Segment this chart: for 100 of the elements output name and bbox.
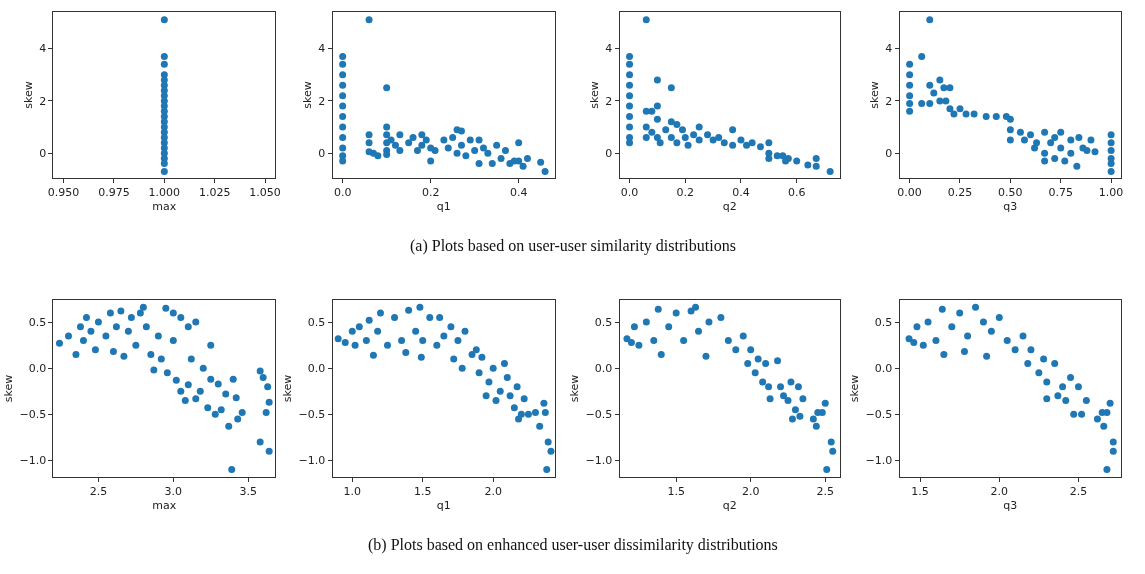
point xyxy=(818,408,826,416)
point xyxy=(1057,128,1065,136)
point xyxy=(181,396,189,404)
y-tick-label: 0.0 xyxy=(594,362,613,376)
x-tick-label: 0.0 xyxy=(333,186,352,200)
point xyxy=(681,133,689,141)
point xyxy=(1040,355,1048,363)
x-tick-label: 0.25 xyxy=(947,186,973,200)
point xyxy=(695,136,703,144)
point xyxy=(794,383,802,391)
y-tick-label: 2 xyxy=(39,94,47,108)
x-tick-label: 1.000 xyxy=(148,186,181,200)
point xyxy=(766,395,774,403)
y-tick-label: 4 xyxy=(605,42,613,56)
y-axis-title: skew xyxy=(2,374,16,403)
point xyxy=(626,123,634,131)
point xyxy=(653,115,661,123)
point xyxy=(1041,157,1049,165)
x-tick-label: 0.2 xyxy=(676,186,694,200)
point xyxy=(774,357,782,365)
point xyxy=(177,314,185,322)
point xyxy=(799,395,807,403)
point xyxy=(926,16,934,24)
point xyxy=(513,383,521,391)
point xyxy=(673,139,681,147)
point xyxy=(547,447,555,455)
x-tick-label: 1.050 xyxy=(249,186,281,200)
point xyxy=(972,303,980,311)
point xyxy=(482,392,490,400)
point xyxy=(982,113,990,121)
point xyxy=(187,355,195,363)
point xyxy=(536,422,544,430)
point xyxy=(192,318,200,326)
point xyxy=(788,415,796,423)
point xyxy=(784,396,792,404)
y-tick-label: 0.0 xyxy=(28,362,47,376)
x-tick-label: 1.025 xyxy=(198,186,231,200)
point xyxy=(626,60,634,68)
point xyxy=(918,100,926,107)
point xyxy=(461,327,469,335)
point xyxy=(265,447,273,455)
point xyxy=(653,102,661,110)
point xyxy=(946,105,954,113)
point xyxy=(626,139,634,147)
point xyxy=(348,327,356,335)
point xyxy=(127,314,135,322)
point xyxy=(238,408,246,416)
y-tick-label: 0 xyxy=(39,147,47,161)
y-tick-label: −1.0 xyxy=(298,454,326,468)
y-axis-title: skew xyxy=(867,81,881,109)
point xyxy=(376,309,384,317)
point xyxy=(91,346,99,354)
point xyxy=(264,383,272,391)
point xyxy=(520,395,528,403)
y-tick-label: 4 xyxy=(318,42,326,56)
point xyxy=(447,323,455,331)
point xyxy=(626,71,634,79)
point xyxy=(458,364,466,372)
point xyxy=(1107,167,1115,175)
point xyxy=(1057,144,1065,152)
point xyxy=(662,126,670,134)
y-tick-label: 0.5 xyxy=(307,315,326,329)
point xyxy=(635,341,643,349)
point xyxy=(777,383,785,391)
point xyxy=(765,139,773,147)
point xyxy=(79,337,87,345)
point xyxy=(1011,346,1019,354)
point xyxy=(1041,128,1049,136)
point xyxy=(748,139,756,147)
point xyxy=(531,408,539,416)
point xyxy=(341,338,349,346)
point xyxy=(1006,136,1014,144)
y-axis-title: skew xyxy=(300,81,314,109)
point xyxy=(1103,466,1111,474)
y-tick-label: 0.0 xyxy=(307,362,326,376)
point xyxy=(812,154,820,162)
point xyxy=(964,332,972,340)
x-tick-label: 2.5 xyxy=(816,485,834,499)
x-tick-label: 1.00 xyxy=(1098,186,1124,200)
point xyxy=(1107,131,1115,139)
point xyxy=(812,162,820,170)
point xyxy=(926,81,934,89)
point xyxy=(940,350,948,358)
point xyxy=(169,309,177,317)
point xyxy=(656,139,664,147)
point xyxy=(492,396,500,404)
point xyxy=(1093,415,1101,423)
y-axis-title: skew xyxy=(21,81,35,109)
point xyxy=(956,309,964,317)
y-tick-label: 0 xyxy=(605,147,613,161)
point xyxy=(715,133,723,141)
point xyxy=(665,323,673,331)
point xyxy=(936,76,944,84)
x-tick-label: 0.2 xyxy=(421,186,440,200)
point xyxy=(120,352,128,360)
point xyxy=(737,136,745,144)
point xyxy=(1067,136,1075,144)
point xyxy=(1016,128,1024,136)
y-tick-label: 2 xyxy=(885,94,893,108)
x-tick-label: 2.0 xyxy=(484,485,502,499)
